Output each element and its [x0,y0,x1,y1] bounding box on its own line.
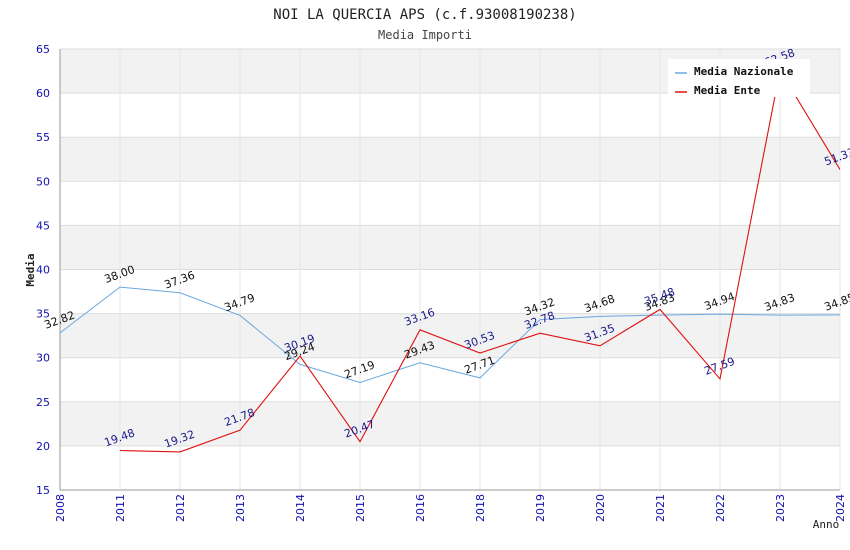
grid-band [60,313,840,358]
y-tick-label: 50 [36,175,50,188]
x-tick-label: 2012 [174,494,187,522]
y-tick-label: 35 [36,308,50,321]
x-tick-label: 2022 [714,494,727,522]
legend-label-media-ente: Media Ente [694,84,761,97]
y-tick-label: 40 [36,264,50,277]
y-axis-title: Media [24,253,37,286]
grid-band [60,401,840,446]
y-tick-labels: 15 20 25 30 35 40 45 50 55 60 65 [36,43,50,497]
legend-box [668,59,810,97]
y-tick-label: 25 [36,396,50,409]
chart-subtitle: Media Importi [378,28,472,42]
legend-label-media-nazionale: Media Nazionale [694,65,794,78]
y-tick-label: 55 [36,131,50,144]
grid-band [60,93,840,138]
y-tick-label: 30 [36,352,50,365]
x-tick-label: 2015 [354,494,367,522]
x-tick-label: 2024 [834,494,847,522]
grid-band [60,269,840,314]
legend: Media Nazionale Media Ente [668,59,810,97]
series-line-media-nazionale [60,286,840,384]
x-tick-label: 2008 [54,494,67,522]
x-tick-labels: 2008 2011 2012 2013 2014 2015 2016 2018 2019 2020… [54,494,847,522]
grid-bands [60,49,840,490]
x-tick-label: 2021 [654,494,667,522]
x-tick-label: 2020 [594,494,607,522]
series-lines [60,68,840,453]
y-tick-label: 45 [36,219,50,232]
x-tick-label: 2018 [474,494,487,522]
grid-band [60,357,840,402]
grid-band [60,445,840,490]
grid-band [60,137,840,182]
y-tick-label: 15 [36,484,50,497]
y-tick-label: 65 [36,43,50,56]
x-tick-label: 2011 [114,494,127,522]
grid-band [60,225,840,270]
y-tick-label: 60 [36,87,50,100]
x-tick-label: 2014 [294,494,307,522]
y-tick-label: 20 [36,440,50,453]
chart-title: NOI LA QUERCIA APS (c.f.93008190238) [273,7,576,23]
series-line-media-ente [119,68,840,453]
x-tick-label: 2023 [774,494,787,522]
grid-band [60,181,840,226]
x-axis-title: Anno [813,518,840,531]
x-tick-label: 2019 [534,494,547,522]
x-tick-label: 2013 [234,494,247,522]
x-tick-label: 2016 [414,494,427,522]
